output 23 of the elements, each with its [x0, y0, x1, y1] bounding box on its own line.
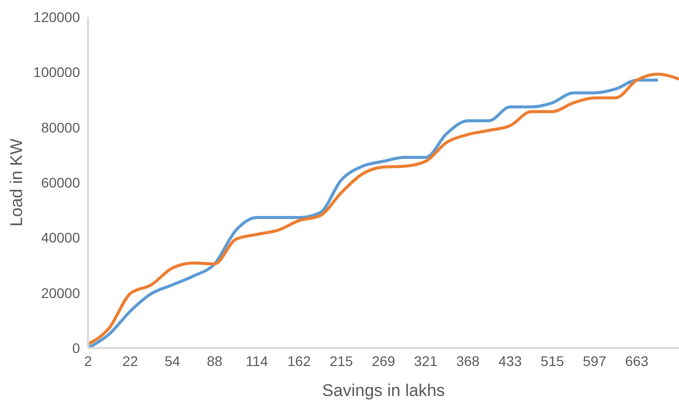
y-tick-label: 100000 [33, 64, 80, 80]
x-axis-title: Savings in lakhs [322, 381, 445, 400]
x-tick-label: 368 [456, 352, 480, 369]
x-tick-label: 269 [372, 352, 396, 369]
y-tick-label: 80000 [41, 119, 80, 136]
x-tick-label: 88 [206, 352, 223, 369]
x-tick-label: 433 [498, 352, 522, 369]
x-tick-label: 597 [582, 352, 606, 369]
x-tick-label: 2 [84, 352, 92, 369]
y-axis-title: Load in KW [7, 138, 26, 226]
y-tick-label: 0 [72, 340, 80, 356]
x-tick-label: 162 [287, 352, 311, 369]
x-tick-label: 515 [540, 352, 564, 369]
y-tick-label: 40000 [41, 230, 80, 246]
y-tick-label: 20000 [41, 284, 80, 301]
x-tick-label: 22 [122, 352, 138, 369]
y-tick-label: 60000 [41, 174, 80, 190]
x-tick-label: 54 [164, 352, 180, 369]
x-tick-label: 215 [330, 352, 354, 369]
x-tick-label: 663 [625, 352, 649, 369]
x-tick-label: 114 [246, 352, 268, 369]
x-tick-label: 321 [414, 352, 438, 369]
y-tick-label: 120000 [33, 8, 80, 25]
